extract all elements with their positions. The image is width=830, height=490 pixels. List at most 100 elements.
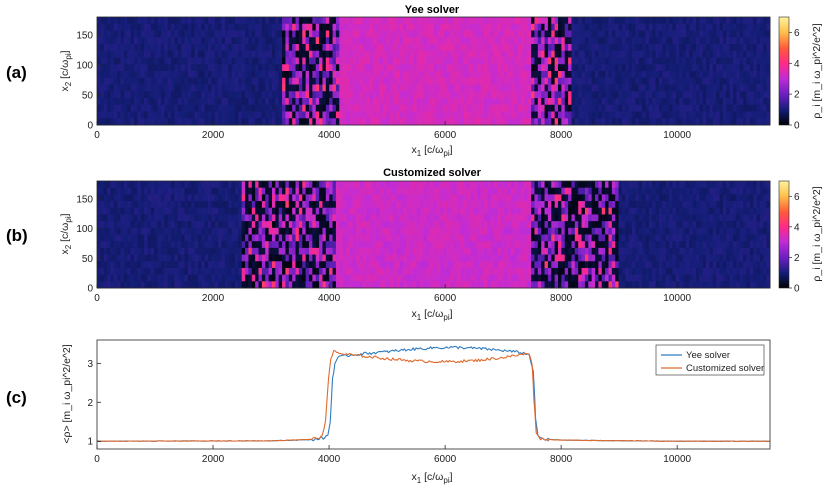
heatmap-cell xyxy=(477,50,482,58)
heatmap-cell xyxy=(541,111,545,119)
heatmap-cell xyxy=(544,84,549,92)
heatmap-cell xyxy=(389,187,394,195)
heatmap-cell xyxy=(309,98,313,106)
heatmap-cell xyxy=(386,23,391,31)
heatmap-cell xyxy=(544,98,549,106)
heatmap-cell xyxy=(712,91,717,99)
heatmap-cell xyxy=(359,104,364,112)
heatmap-cell xyxy=(457,181,461,189)
heatmap-cell xyxy=(376,17,381,25)
heatmap-cell xyxy=(524,30,529,38)
heatmap-cell xyxy=(393,241,397,249)
heatmap-cell xyxy=(413,30,418,38)
heatmap-cell xyxy=(218,37,222,45)
heatmap-cell xyxy=(275,91,280,99)
heatmap-cell xyxy=(406,281,411,289)
heatmap-cell xyxy=(470,50,475,58)
heatmap-cell xyxy=(729,17,734,25)
heatmap-cell xyxy=(208,181,212,189)
heatmap-cell xyxy=(446,30,451,38)
heatmap-cell xyxy=(416,57,421,65)
heatmap-cell xyxy=(201,274,206,282)
heatmap-cell xyxy=(699,17,704,25)
heatmap-cell xyxy=(433,194,438,202)
heatmap-cell xyxy=(258,17,263,25)
heatmap-cell xyxy=(322,241,327,249)
heatmap-cell xyxy=(238,37,243,45)
heatmap-cell xyxy=(245,64,249,72)
heatmap-cell xyxy=(406,247,411,255)
heatmap-cell xyxy=(271,227,276,235)
heatmap-cell xyxy=(329,71,333,79)
heatmap-cell xyxy=(197,98,202,106)
heatmap-cell xyxy=(568,84,572,92)
heatmap-cell xyxy=(679,57,683,65)
heatmap-cell xyxy=(732,64,737,72)
heatmap-cell xyxy=(473,17,478,25)
heatmap-cell xyxy=(160,30,165,38)
heatmap-cell xyxy=(335,274,340,282)
heatmap-cell xyxy=(285,111,290,119)
heatmap-cell xyxy=(113,207,118,215)
heatmap-cell xyxy=(292,118,296,126)
heatmap-cell xyxy=(685,84,690,92)
heatmap-cell xyxy=(446,37,451,45)
heatmap-cell xyxy=(416,194,421,202)
heatmap-cell xyxy=(120,77,125,85)
heatmap-cell xyxy=(97,214,101,222)
heatmap-cell xyxy=(689,84,694,92)
heatmap-cell xyxy=(362,23,367,31)
heatmap-cell xyxy=(295,57,300,65)
heatmap-cell xyxy=(218,187,222,195)
heatmap-cell xyxy=(123,50,128,58)
heatmap-cell xyxy=(113,187,118,195)
heatmap-cell xyxy=(608,91,613,99)
heatmap-cell xyxy=(581,98,586,106)
heatmap-cell xyxy=(520,44,525,52)
heatmap-cell xyxy=(756,64,761,72)
heatmap-cell xyxy=(430,17,434,25)
heatmap-cell xyxy=(574,104,579,112)
heatmap-cell xyxy=(692,111,697,119)
heatmap-cell xyxy=(282,281,286,289)
heatmap-cell xyxy=(652,77,656,85)
heatmap-cell xyxy=(534,23,539,31)
heatmap-cell xyxy=(319,50,323,58)
heatmap-cell xyxy=(211,57,216,65)
heatmap-cell xyxy=(648,50,653,58)
heatmap-cell xyxy=(335,30,340,38)
heatmap-cell xyxy=(181,261,185,269)
heatmap-cell xyxy=(271,187,276,195)
heatmap-cell xyxy=(100,71,105,79)
heatmap-cell xyxy=(500,57,505,65)
heatmap-cell xyxy=(147,64,152,72)
heatmap-cell xyxy=(470,64,475,72)
heatmap-cell xyxy=(349,247,354,255)
heatmap-cell xyxy=(726,118,731,126)
heatmap-cell xyxy=(342,30,347,38)
heatmap-cell xyxy=(675,57,680,65)
heatmap-cell xyxy=(396,77,401,85)
heatmap-cell xyxy=(191,254,195,262)
heatmap-cell xyxy=(729,44,734,52)
heatmap-cell xyxy=(706,44,710,52)
heatmap-cell xyxy=(248,221,253,229)
heatmap-cell xyxy=(732,111,737,119)
heatmap-cell xyxy=(356,84,360,92)
heatmap-cell xyxy=(325,30,330,38)
heatmap-cell xyxy=(329,57,333,65)
heatmap-cell xyxy=(658,77,663,85)
heatmap-cell xyxy=(551,77,556,85)
heatmap-cell xyxy=(558,77,562,85)
heatmap-cell xyxy=(349,254,354,262)
heatmap-cell xyxy=(716,64,720,72)
heatmap-cell xyxy=(564,77,569,85)
heatmap-cell xyxy=(352,50,357,58)
heatmap-cell xyxy=(547,84,552,92)
heatmap-cell xyxy=(221,98,226,106)
heatmap-cell xyxy=(658,57,663,65)
heatmap-cell xyxy=(319,187,323,195)
heatmap-cell xyxy=(214,17,219,25)
heatmap-cell xyxy=(356,37,360,45)
y-axis-label-a: x2 [c/ωpi] xyxy=(59,50,73,91)
